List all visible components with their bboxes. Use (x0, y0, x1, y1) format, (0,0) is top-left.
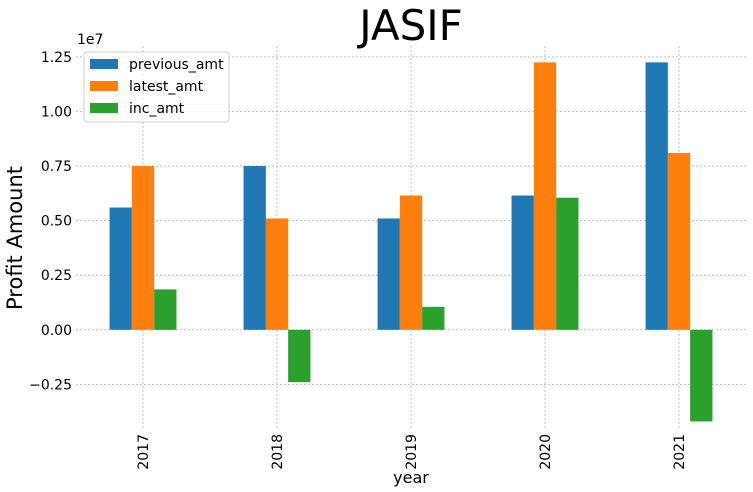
y-ticks: −0.25 0.00 0.25 0.50 0.75 1.00 1.25 (29, 50, 72, 393)
bar-inc_amt-2021 (690, 329, 713, 422)
y-tick-label: 1.25 (41, 50, 72, 66)
x-axis-label: year (393, 468, 429, 487)
y-tick-label: 0.75 (41, 159, 72, 175)
x-tick-label: 2019 (404, 434, 420, 470)
bar-inc_amt-2018 (288, 329, 311, 383)
x-ticks: 2017 2018 2019 2020 2021 (136, 434, 688, 470)
legend-swatch (90, 103, 118, 113)
bar-latest_amt-2018 (265, 218, 289, 330)
legend-box (83, 51, 230, 123)
y-offset-text: 1e7 (77, 32, 103, 48)
chart-title: JASIF (356, 1, 463, 50)
bar-previous_amt-2019 (377, 218, 400, 330)
bar-latest_amt-2021 (667, 152, 691, 330)
x-tick-label: 2020 (538, 434, 554, 470)
x-tick-label: 2017 (136, 434, 152, 470)
bar-previous_amt-2018 (243, 166, 266, 330)
y-tick-label: 0.25 (41, 268, 72, 284)
legend-label: previous_amt (129, 57, 224, 73)
bar-latest_amt-2019 (399, 195, 423, 330)
bar-previous_amt-2017 (109, 207, 132, 330)
bar-latest_amt-2017 (131, 166, 155, 330)
x-tick-label: 2021 (672, 434, 688, 470)
legend-swatch (90, 81, 118, 91)
legend-label: latest_amt (129, 79, 204, 95)
x-tick-label: 2018 (270, 434, 286, 470)
y-tick-label: −0.25 (29, 377, 72, 393)
y-tick-label: 0.00 (41, 323, 72, 339)
bar-previous_amt-2020 (511, 195, 534, 330)
bar-latest_amt-2020 (533, 62, 557, 330)
bar-previous_amt-2021 (645, 62, 668, 330)
y-axis-label: Profit Amount (3, 166, 27, 310)
legend-label: inc_amt (129, 101, 185, 117)
legend-swatch (90, 59, 118, 69)
legend: previous_amt latest_amt inc_amt (83, 51, 230, 123)
bar-inc_amt-2019 (422, 306, 445, 330)
bar-inc_amt-2017 (154, 289, 177, 330)
bar-inc_amt-2020 (556, 197, 579, 330)
y-tick-label: 0.50 (41, 214, 72, 230)
bars (109, 62, 713, 422)
y-tick-label: 1.00 (41, 104, 72, 120)
